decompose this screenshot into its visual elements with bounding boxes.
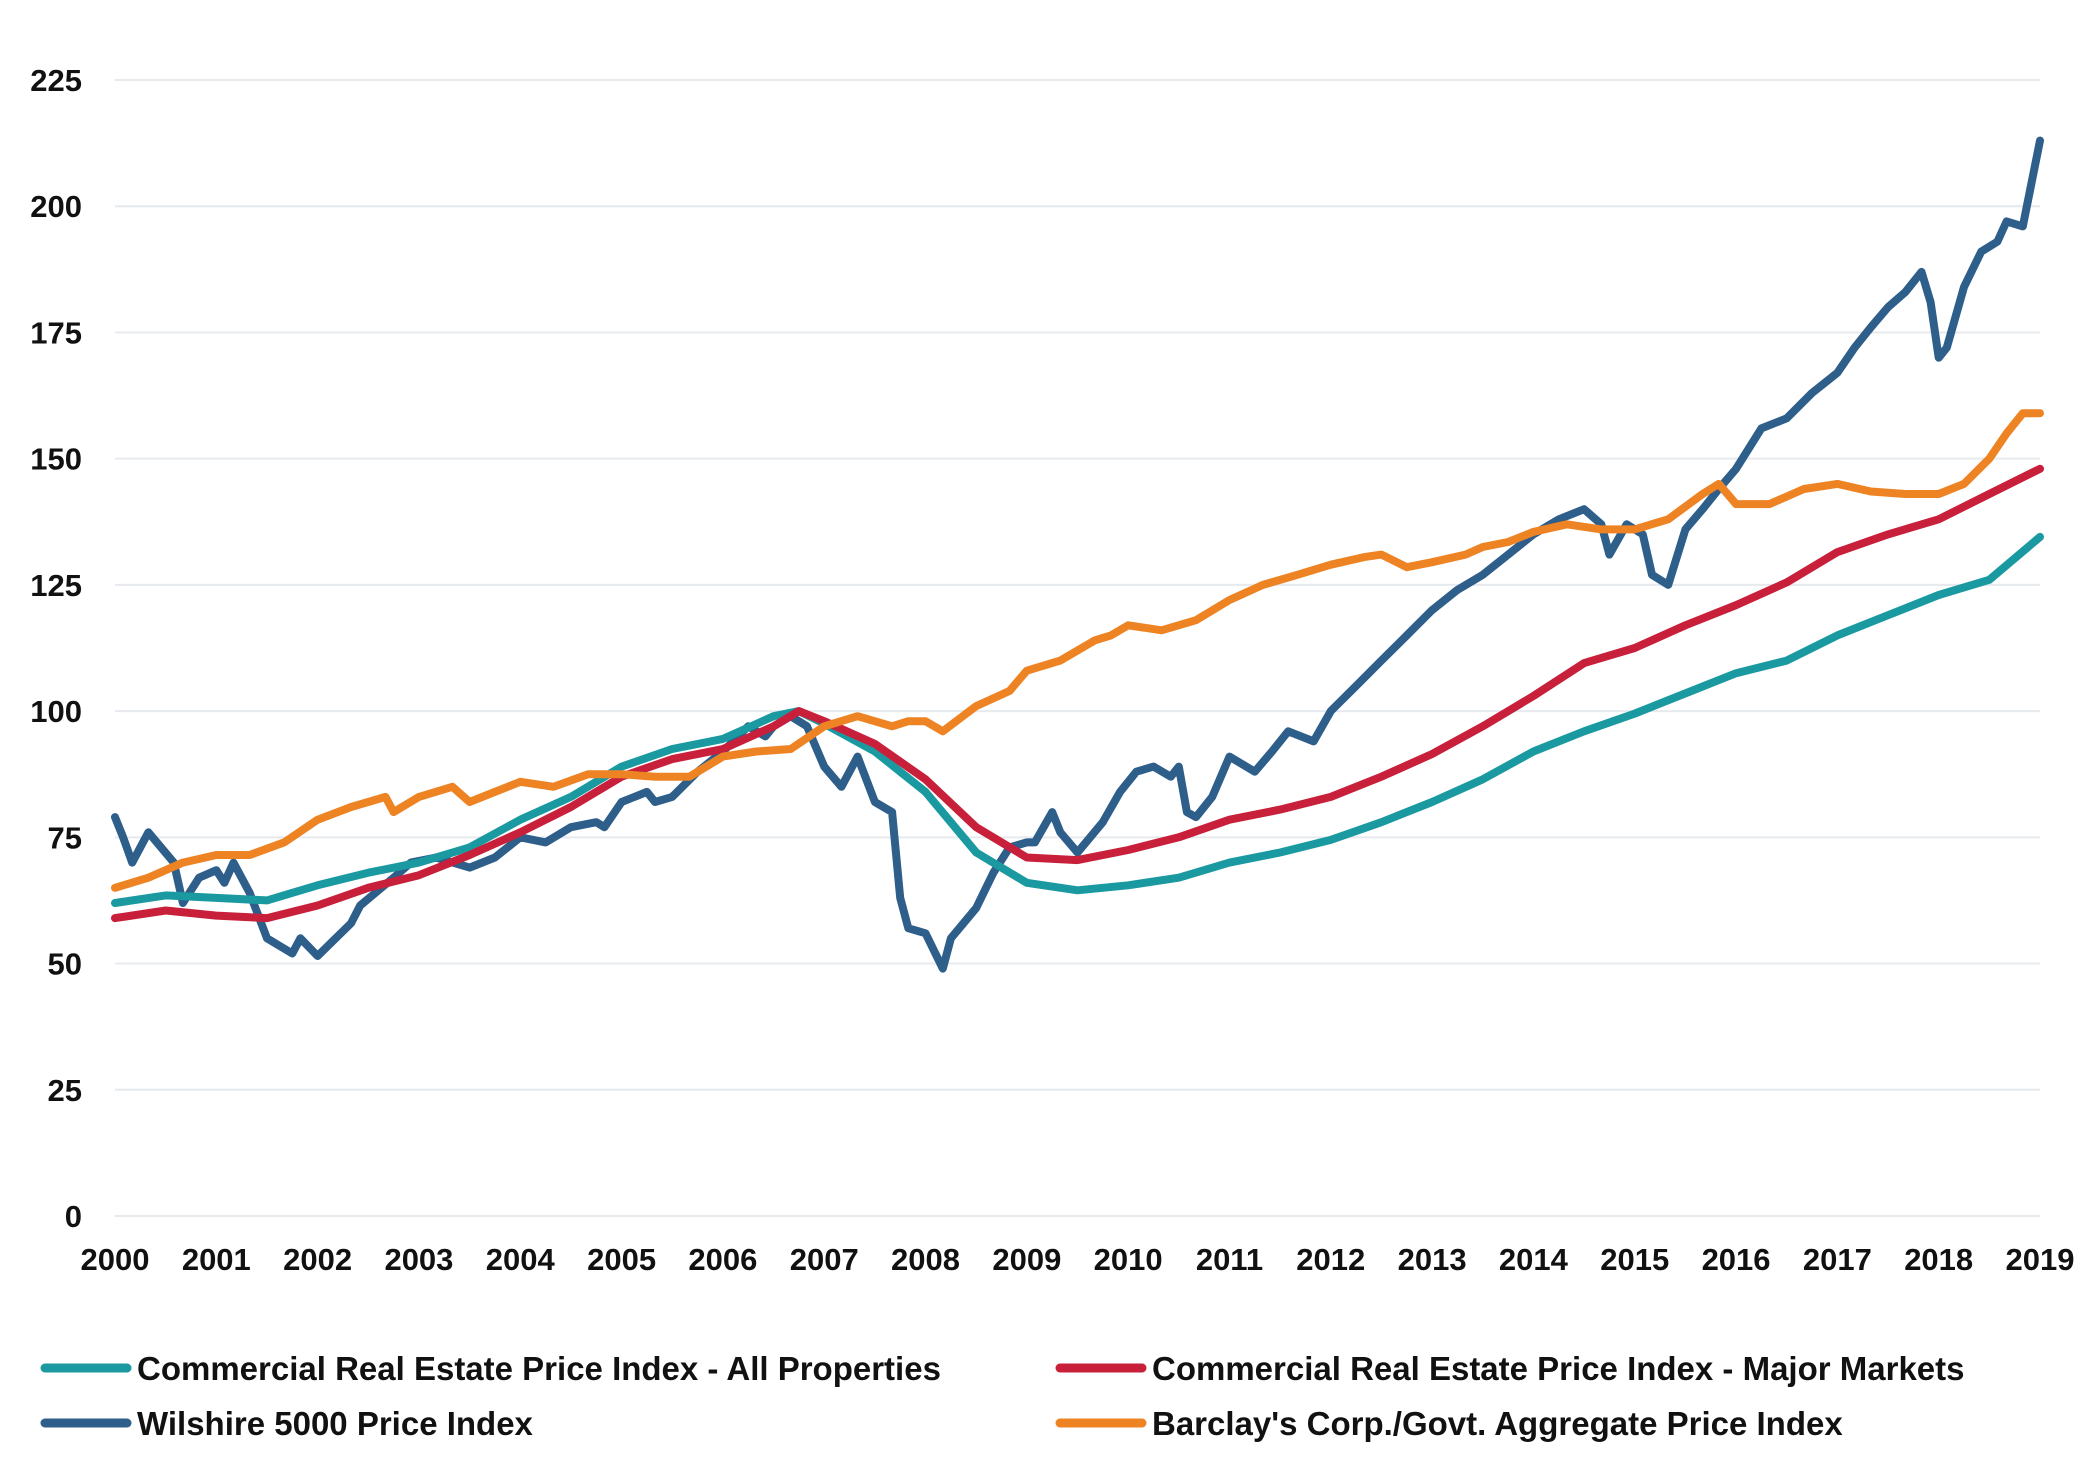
- x-tick-label: 2005: [587, 1242, 656, 1277]
- legend-label: Commercial Real Estate Price Index - Maj…: [1152, 1350, 1965, 1387]
- x-tick-label: 2012: [1296, 1242, 1365, 1277]
- x-tick-label: 2001: [182, 1242, 251, 1277]
- x-tick-label: 2000: [81, 1242, 150, 1277]
- y-tick-label: 0: [65, 1199, 82, 1234]
- x-tick-label: 2002: [283, 1242, 352, 1277]
- series-lines: [111, 136, 2044, 973]
- x-tick-label: 2008: [891, 1242, 960, 1277]
- series-line-4: [111, 409, 2044, 892]
- x-tick-label: 2004: [486, 1242, 556, 1277]
- x-tick-label: 2017: [1803, 1242, 1872, 1277]
- x-tick-label: 2019: [2006, 1242, 2075, 1277]
- y-tick-label: 125: [30, 568, 82, 603]
- x-axis-ticks: 2000 2001 2002 2003 2004 2005 2006 2007 2008 2009…: [81, 1242, 2075, 1277]
- x-tick-label: 2018: [1904, 1242, 1973, 1277]
- legend-label: Commercial Real Estate Price Index - All…: [137, 1350, 941, 1387]
- series-line-1: [111, 532, 2044, 907]
- legend-label: Wilshire 5000 Price Index: [137, 1405, 534, 1442]
- x-tick-label: 2013: [1398, 1242, 1467, 1277]
- series-line-2: [111, 464, 2044, 923]
- x-tick-label: 2015: [1600, 1242, 1669, 1277]
- y-tick-label: 175: [30, 315, 82, 350]
- x-tick-label: 2014: [1499, 1242, 1569, 1277]
- y-tick-label: 100: [30, 694, 82, 729]
- y-tick-label: 50: [48, 947, 82, 982]
- x-tick-label: 2009: [992, 1242, 1061, 1277]
- legend-label: Barclay's Corp./Govt. Aggregate Price In…: [1152, 1405, 1843, 1442]
- y-tick-label: 75: [48, 820, 82, 855]
- x-tick-label: 2011: [1196, 1242, 1263, 1277]
- y-tick-label: 200: [30, 189, 82, 224]
- x-tick-label: 2003: [384, 1242, 453, 1277]
- x-tick-label: 2007: [790, 1242, 859, 1277]
- x-tick-label: 2016: [1702, 1242, 1771, 1277]
- legend: Commercial Real Estate Price Index - All…: [40, 1350, 1965, 1442]
- y-tick-label: 225: [30, 63, 82, 98]
- x-tick-label: 2006: [688, 1242, 757, 1277]
- y-axis-ticks: 0 25 50 75 100 125 150 175 200 225: [30, 63, 82, 1234]
- y-tick-label: 25: [48, 1073, 82, 1108]
- y-tick-label: 150: [30, 442, 82, 477]
- x-tick-label: 2010: [1094, 1242, 1163, 1277]
- series-line-3: [111, 136, 2044, 973]
- gridlines: [115, 79, 2040, 1217]
